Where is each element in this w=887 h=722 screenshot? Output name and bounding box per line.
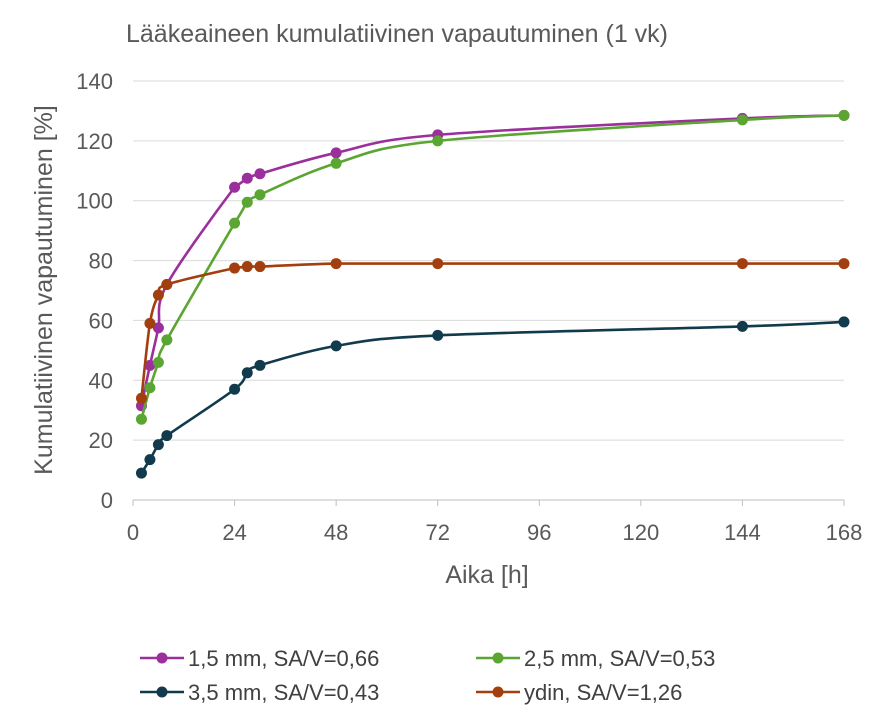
- data-point: [330, 258, 342, 270]
- y-tick-label: 140: [76, 69, 113, 94]
- data-point: [736, 114, 748, 126]
- data-point: [161, 430, 173, 442]
- data-point: [144, 359, 156, 371]
- x-tick-label: 144: [724, 520, 761, 545]
- y-tick-label: 20: [89, 428, 113, 453]
- x-tick-label: 72: [425, 520, 449, 545]
- data-point: [330, 157, 342, 169]
- legend-swatch-marker: [492, 652, 504, 664]
- chart-title: Lääkeaineen kumulatiivinen vapautuminen …: [126, 20, 668, 48]
- data-point: [161, 279, 173, 291]
- legend: 1,5 mm, SA/V=0,66 2,5 mm, SA/V=0,53 3,5 mm…: [140, 646, 715, 705]
- data-point: [330, 340, 342, 352]
- y-tick-label: 120: [76, 129, 113, 154]
- data-point: [254, 359, 266, 371]
- legend-item: ydin, SA/V=1,26: [476, 680, 682, 705]
- series-4: [135, 258, 850, 404]
- data-point: [152, 322, 164, 334]
- y-tick-label: 0: [101, 488, 113, 513]
- y-tick-label: 100: [76, 189, 113, 214]
- data-point: [241, 196, 253, 208]
- y-tick-label: 40: [89, 368, 113, 393]
- data-point: [254, 189, 266, 201]
- series-group: [135, 109, 850, 479]
- x-tick-label: 120: [622, 520, 659, 545]
- data-point: [152, 289, 164, 301]
- x-tick-label: 96: [527, 520, 551, 545]
- legend-label: ydin, SA/V=1,26: [524, 680, 682, 705]
- data-point: [736, 258, 748, 270]
- gridlines: [133, 80, 844, 501]
- y-tick-label: 60: [89, 308, 113, 333]
- series-3: [135, 316, 850, 479]
- legend-item: 2,5 mm, SA/V=0,53: [476, 646, 715, 671]
- data-point: [135, 467, 147, 479]
- legend-item: 1,5 mm, SA/V=0,66: [140, 646, 379, 671]
- y-axis-title: Kumulatiivinen vapautuminen [%]: [30, 105, 58, 475]
- data-point: [330, 147, 342, 159]
- legend-swatch-marker: [156, 652, 168, 664]
- data-point: [144, 382, 156, 394]
- data-point: [144, 317, 156, 329]
- x-tick-label: 48: [324, 520, 348, 545]
- data-point: [838, 258, 850, 270]
- data-point: [254, 168, 266, 180]
- data-point: [144, 454, 156, 466]
- axes: 0 20 40 60 80 100 120 140 0 24 48 72 96 120 144 168: [76, 69, 862, 545]
- data-point: [229, 217, 241, 229]
- data-point: [152, 356, 164, 368]
- data-point: [229, 383, 241, 395]
- data-point: [432, 258, 444, 270]
- series-2: [135, 109, 850, 425]
- x-tick-label: 168: [826, 520, 863, 545]
- data-point: [838, 109, 850, 121]
- legend-swatch-marker: [492, 686, 504, 698]
- data-point: [241, 261, 253, 273]
- data-point: [432, 329, 444, 341]
- data-point: [838, 316, 850, 328]
- data-point: [736, 320, 748, 332]
- legend-label: 2,5 mm, SA/V=0,53: [524, 646, 715, 671]
- data-point: [241, 367, 253, 379]
- data-point: [229, 262, 241, 274]
- series-line: [140, 320, 846, 475]
- data-point: [135, 392, 147, 404]
- data-point: [161, 334, 173, 346]
- legend-label: 1,5 mm, SA/V=0,66: [188, 646, 379, 671]
- x-tick-label: 0: [127, 520, 139, 545]
- legend-swatch-marker: [156, 686, 168, 698]
- data-point: [241, 172, 253, 184]
- data-point: [254, 261, 266, 273]
- data-point: [229, 181, 241, 193]
- x-tick-label: 24: [222, 520, 246, 545]
- legend-item: 3,5 mm, SA/V=0,43: [140, 680, 379, 705]
- y-tick-label: 80: [89, 249, 113, 274]
- data-point: [152, 439, 164, 451]
- legend-label: 3,5 mm, SA/V=0,43: [188, 680, 379, 705]
- data-point: [432, 135, 444, 147]
- x-axis-title: Aika [h]: [445, 561, 528, 589]
- data-point: [135, 413, 147, 425]
